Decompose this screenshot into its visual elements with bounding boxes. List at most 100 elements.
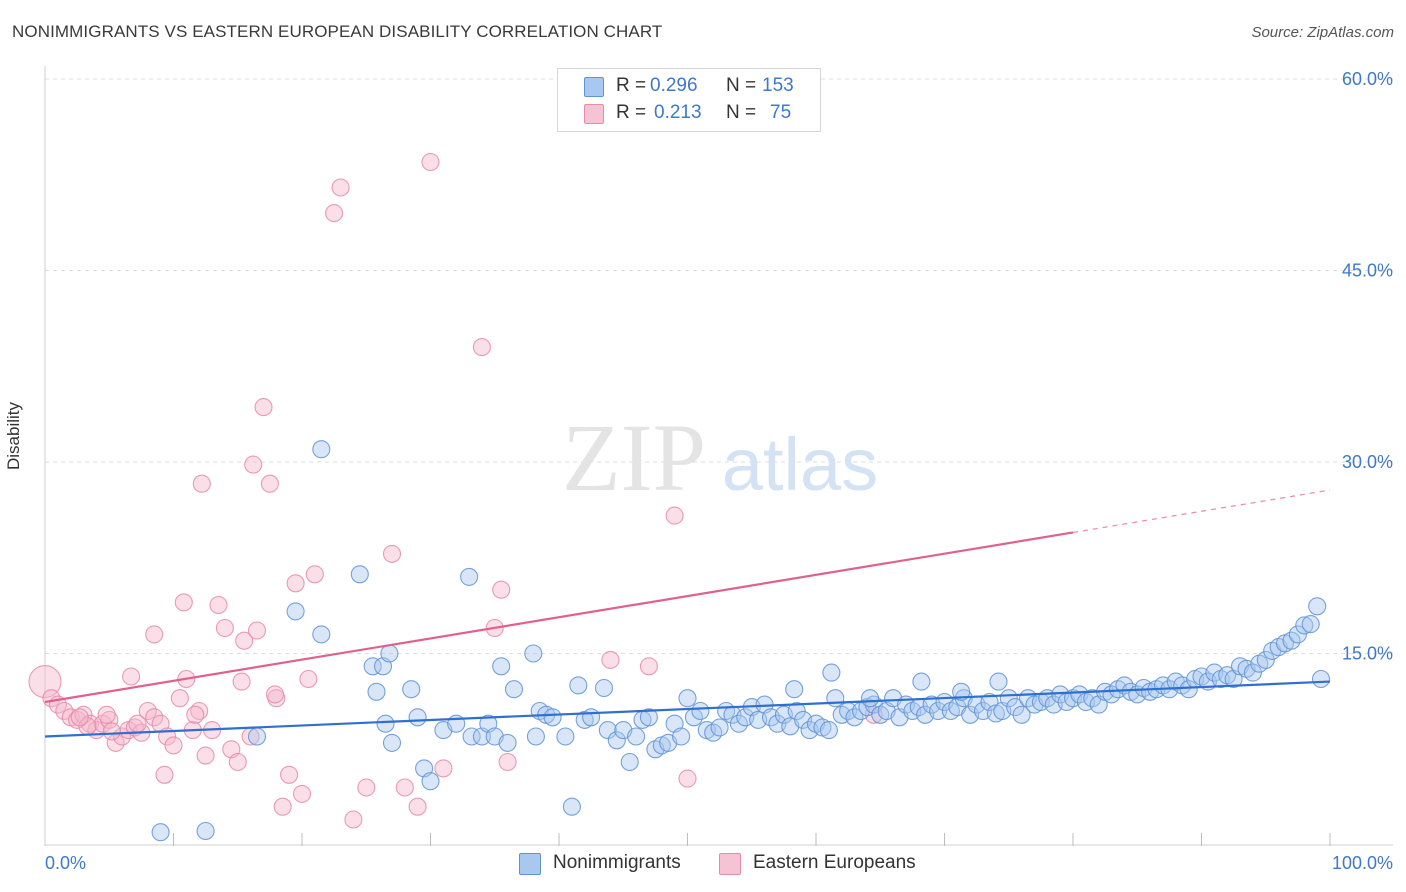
pink-point	[678, 769, 697, 788]
blue-point	[1288, 625, 1307, 644]
blue-point	[524, 644, 543, 663]
blue-point	[1243, 663, 1262, 682]
pink-point	[286, 574, 305, 593]
pink-point	[299, 669, 318, 689]
blue-point	[639, 708, 658, 727]
blue-point	[819, 721, 838, 740]
nonimmigrants-trend-line	[44, 680, 1331, 738]
blue-point	[460, 567, 479, 586]
pink-point	[273, 797, 292, 816]
legend-label: Eastern Europeans	[753, 852, 916, 873]
pink-point	[292, 784, 312, 803]
blue-point	[562, 797, 581, 816]
pink-point	[145, 625, 164, 644]
y-tick-label: 15.0%	[1342, 644, 1393, 664]
pink-point	[164, 736, 183, 755]
watermark-atlas: atlas	[722, 423, 878, 506]
pink-point	[639, 657, 658, 676]
blue-point	[860, 689, 880, 708]
blue-point	[421, 772, 440, 791]
pink-point	[254, 398, 273, 417]
blue-point	[350, 565, 369, 584]
legend-r-label: R =	[616, 75, 647, 96]
blue-point	[672, 727, 691, 746]
blue-point	[526, 727, 545, 746]
x-tick-label: 100.0%	[1332, 853, 1393, 873]
blue-point	[929, 701, 948, 721]
blue-point	[382, 733, 402, 752]
eastern-europeans-trend-line	[44, 531, 1074, 704]
blue-point	[498, 733, 517, 752]
pink-point	[128, 714, 147, 733]
pink-point	[260, 474, 279, 493]
source-label: Source: ZipAtlas.com	[1251, 24, 1394, 41]
pink-point	[472, 338, 491, 357]
y-tick-label: 45.0%	[1342, 261, 1393, 281]
pink-point	[228, 752, 247, 772]
blue-point	[1179, 680, 1198, 699]
blue-point	[1295, 616, 1314, 635]
blue-point	[729, 714, 748, 733]
legend-n-label: N =	[726, 75, 757, 96]
pink-point	[192, 474, 211, 493]
pink-point	[498, 752, 517, 772]
pink-point	[421, 152, 440, 172]
x-tick-label: 0.0%	[45, 853, 86, 873]
pink-point	[97, 705, 116, 724]
blue-point	[787, 701, 806, 721]
blue-point	[408, 708, 427, 727]
gridlines	[45, 78, 1393, 654]
blue-point	[912, 672, 931, 691]
blue-point	[620, 752, 639, 772]
pink-point	[408, 797, 427, 816]
pink-point	[331, 178, 350, 197]
legend-swatch-pink	[719, 853, 741, 875]
blue-point	[363, 657, 382, 676]
pink-point	[122, 667, 141, 686]
blue-point	[543, 708, 562, 727]
legend-swatch-pink	[584, 104, 604, 124]
pink-point	[170, 689, 189, 708]
blue-point	[569, 676, 588, 695]
legend-n-label: N =	[726, 102, 757, 123]
pink-point	[247, 621, 267, 640]
chart-title: NONIMMIGRANTS VS EASTERN EUROPEAN DISABI…	[12, 22, 663, 41]
pink-point	[70, 708, 89, 727]
pink-point	[100, 710, 119, 729]
pink-point	[601, 650, 620, 669]
pink-point	[280, 765, 299, 784]
blue-point	[826, 689, 845, 708]
blue-point	[504, 680, 524, 699]
blue-point	[822, 663, 841, 682]
pink-point	[265, 685, 285, 704]
blue-point	[1308, 597, 1327, 616]
blue-point	[952, 682, 971, 701]
blue-point	[678, 689, 697, 708]
blue-point	[1311, 669, 1331, 689]
pink-point	[395, 778, 414, 797]
legend-swatch-blue	[584, 77, 604, 97]
blue-point	[556, 727, 575, 746]
trend-lines	[44, 489, 1331, 738]
legend-r-value: 0.296	[650, 75, 698, 96]
pink-point	[209, 595, 228, 615]
blue-point	[999, 689, 1018, 708]
pink-point	[305, 565, 324, 584]
blue-point	[785, 680, 804, 699]
blue-point	[462, 727, 481, 746]
blue-point	[1012, 705, 1031, 724]
pink-point	[434, 759, 453, 778]
watermark: ZIP atlas	[562, 404, 878, 511]
blue-point	[492, 657, 511, 676]
pink-point	[196, 746, 215, 765]
pink-point	[155, 765, 174, 784]
eastern-europeans-trend-extension	[1072, 489, 1331, 534]
axes	[44, 66, 1393, 846]
blue-point	[598, 721, 617, 740]
legend-n-value: 75	[770, 102, 792, 123]
blue-point	[402, 680, 421, 699]
pink-point	[492, 580, 511, 599]
pink-point	[186, 705, 205, 724]
blue-point	[627, 727, 646, 746]
